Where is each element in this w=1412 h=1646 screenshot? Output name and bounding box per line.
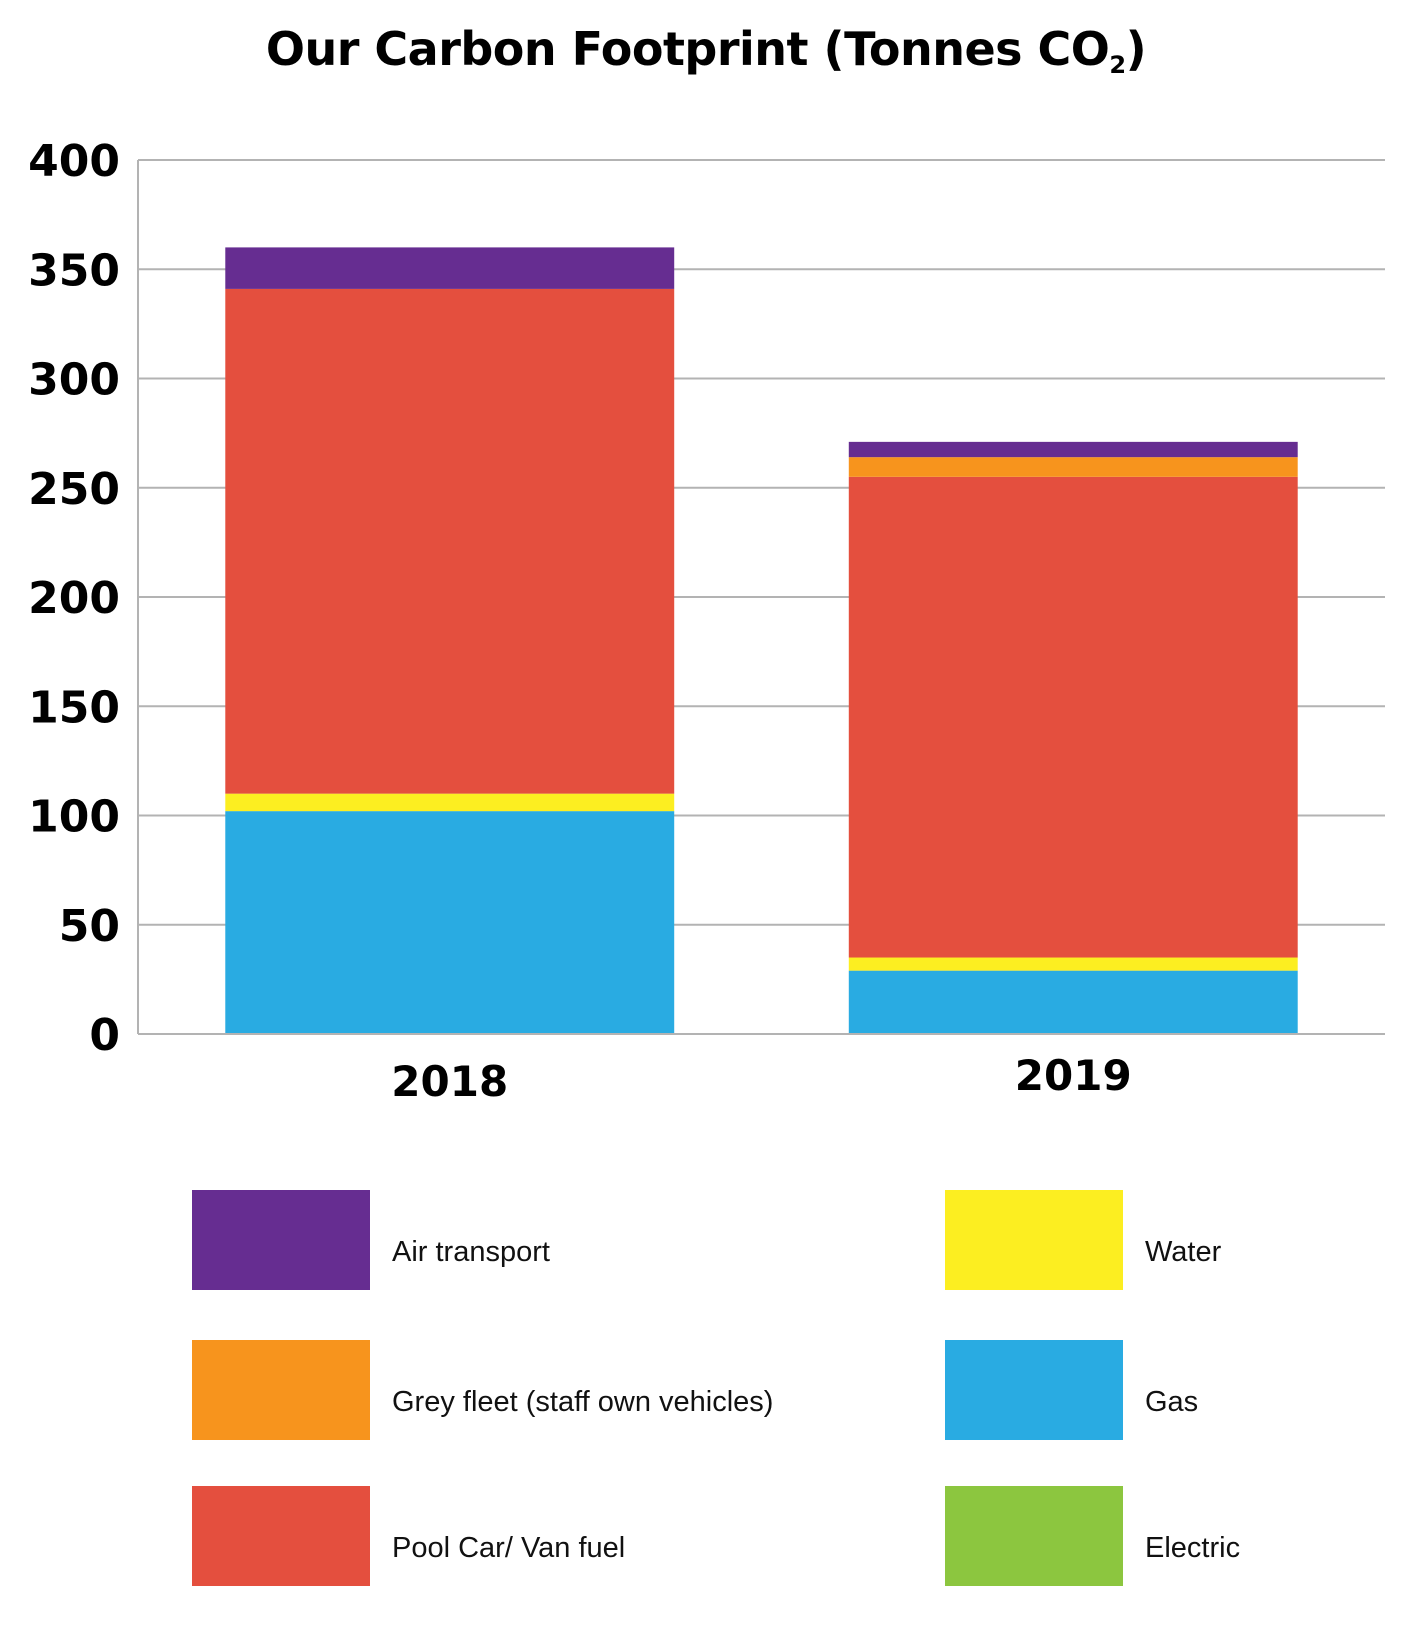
y-tick-label-300: 300: [28, 355, 120, 406]
legend-swatch-pool-car-van-fuel: [192, 1486, 370, 1586]
legend-swatch-electric: [945, 1486, 1123, 1586]
legend-item-pool-car-van-fuel: Pool Car/ Van fuel: [192, 1486, 625, 1586]
legend-swatch-gas: [945, 1340, 1123, 1440]
bar-2019-air-transport: [848, 441, 1298, 458]
legend-item-grey-fleet: Grey fleet (staff own vehicles): [192, 1340, 773, 1440]
legend-swatch-water: [945, 1190, 1123, 1290]
bar-2018-gas: [225, 811, 675, 1034]
bar-2018-water: [225, 793, 675, 812]
y-tick-label-400: 400: [28, 136, 120, 187]
legend-swatch-grey-fleet: [192, 1340, 370, 1440]
bar-2019-water: [848, 957, 1298, 971]
bar-2018-pool-car-van-fuel: [225, 288, 675, 794]
chart-title: Our Carbon Footprint (Tonnes CO2): [265, 22, 1147, 79]
y-tick-label-100: 100: [28, 792, 120, 843]
x-tick-label-2019: 2019: [1015, 1051, 1132, 1100]
bar-2018-air-transport: [225, 247, 675, 289]
legend-label-air-transport: Air transport: [392, 1235, 550, 1268]
legend-label-water: Water: [1145, 1235, 1222, 1268]
legend-label-electric: Electric: [1145, 1531, 1241, 1564]
legend-item-air-transport: Air transport: [192, 1190, 550, 1290]
legend-item-gas: Gas: [945, 1340, 1198, 1440]
bar-2019-pool-car-van-fuel: [848, 476, 1298, 958]
bar-2019-gas: [848, 970, 1298, 1034]
y-tick-label-0: 0: [89, 1010, 120, 1061]
legend-item-electric: Electric: [945, 1486, 1240, 1586]
bar-2019-grey-fleet-staff-own-vehicles-: [848, 457, 1298, 477]
y-tick-label-200: 200: [28, 573, 120, 624]
y-tick-label-150: 150: [28, 682, 120, 733]
y-tick-label-50: 50: [59, 901, 120, 952]
y-tick-label-350: 350: [28, 245, 120, 296]
legend-swatch-air-transport: [192, 1190, 370, 1290]
legend-label-pool-car-van-fuel: Pool Car/ Van fuel: [392, 1531, 626, 1564]
legend-label-grey-fleet: Grey fleet (staff own vehicles): [392, 1385, 774, 1418]
legend-item-water: Water: [945, 1190, 1221, 1290]
legend-label-gas: Gas: [1145, 1385, 1199, 1418]
chart-legend: Air transport Grey fleet (staff own vehi…: [0, 1190, 1412, 1610]
x-tick-label-2018: 2018: [391, 1057, 508, 1106]
y-tick-label-250: 250: [28, 464, 120, 515]
